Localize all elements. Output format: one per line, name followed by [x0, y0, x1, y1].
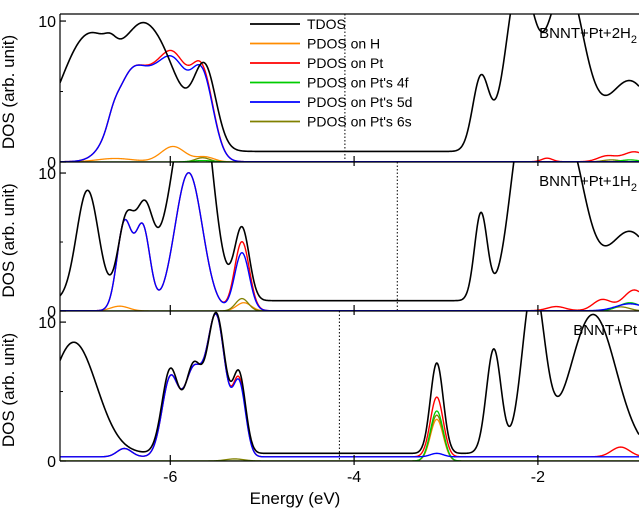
legend-entry-label: TDOS [307, 16, 346, 32]
y-axis-label: DOS (arb. unit) [0, 35, 18, 149]
legend-entry-label: PDOS on Pt [307, 55, 383, 71]
series-d5-line [60, 172, 639, 311]
legend-entry-label: PDOS on Pt's 6s [307, 114, 412, 130]
y-tick-label: 10 [38, 14, 56, 31]
y-tick-label: 0 [47, 155, 56, 172]
panel-1: 0 10 DOS (arb. unit) BNNT+Pt+2H2 [0, 13, 639, 172]
panel-curves [60, 311, 639, 461]
panel-label: BNNT+Pt+1H2 [539, 173, 637, 194]
legend: TDOS PDOS on H PDOS on Pt PDOS on Pt's 4f PD… [250, 16, 412, 130]
y-axis-label: DOS (arb. unit) [0, 183, 18, 297]
y-tick-label: 0 [47, 304, 56, 321]
panel-3: 0 10 DOS (arb. unit) BNNT+Pt [0, 311, 639, 471]
y-axis-label: DOS (arb. unit) [0, 333, 18, 447]
panel-curves [60, 162, 639, 311]
x-axis: Energy (eV) [250, 489, 341, 508]
x-axis-label: Energy (eV) [250, 489, 341, 508]
series-d5-line [60, 313, 639, 458]
legend-entry-label: PDOS on Pt's 5d [307, 94, 412, 110]
series-h-line [60, 145, 639, 162]
legend-entry-label: PDOS on Pt's 4f [307, 75, 409, 91]
series-tdos-line [60, 162, 639, 302]
x-tick-label: -2 [531, 469, 545, 486]
x-tick-label: -6 [163, 469, 177, 486]
legend-entry-label: PDOS on H [307, 36, 380, 52]
series-tdos-line [60, 311, 639, 455]
panel-label: BNNT+Pt+2H2 [539, 25, 637, 46]
panel-label: BNNT+Pt [573, 322, 638, 339]
y-tick-label: 10 [38, 166, 56, 183]
panel-2: 0 10 DOS (arb. unit) BNNT+Pt+1H2 [0, 162, 639, 321]
y-tick-label: 0 [47, 454, 56, 471]
y-tick-label: 10 [38, 315, 56, 332]
series-tdos-line [60, 14, 639, 153]
x-tick-label: -4 [347, 469, 361, 486]
